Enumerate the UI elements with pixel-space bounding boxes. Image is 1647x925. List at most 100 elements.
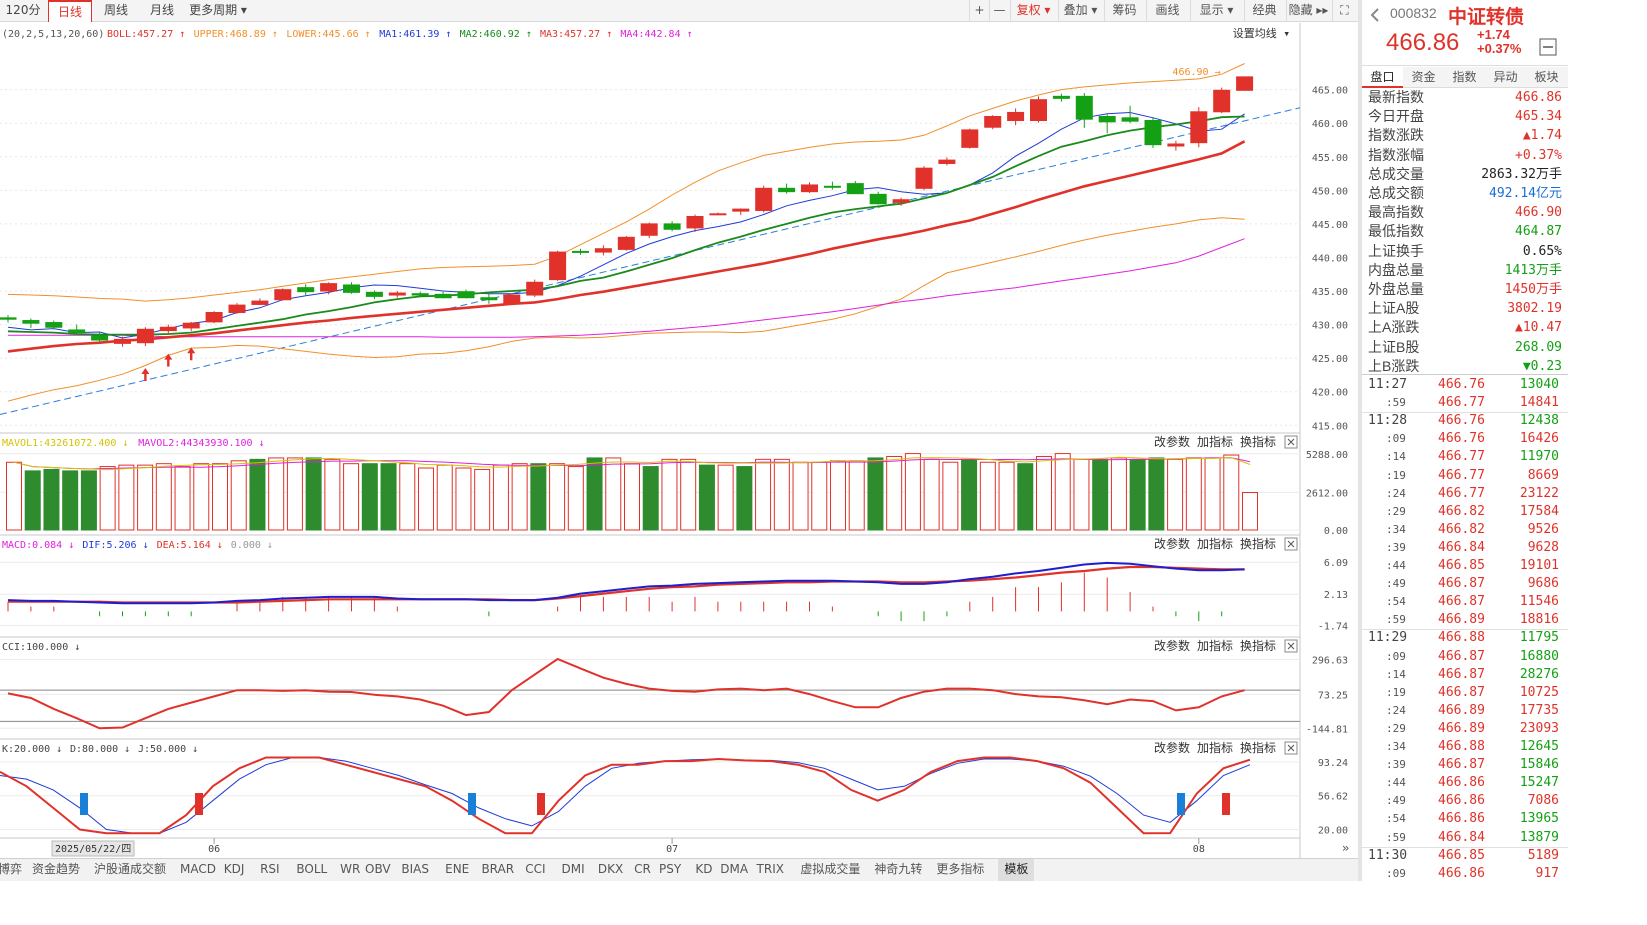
candle[interactable]	[663, 221, 681, 232]
indicator-tab-14[interactable]: DKX	[597, 862, 624, 876]
indicator-tab-17[interactable]: KD	[695, 862, 713, 876]
quote-tab-4[interactable]: 板块	[1534, 70, 1559, 84]
candle[interactable]	[480, 293, 498, 304]
candle[interactable]	[365, 290, 383, 300]
candle[interactable]	[22, 318, 40, 328]
volume-pane-add-button[interactable]: 加指标	[1197, 434, 1233, 449]
period-tab-3[interactable]: 月线	[149, 3, 174, 17]
cci-pane-modify-button[interactable]: 改参数	[1154, 638, 1190, 653]
indicator-tab-1[interactable]: 资金趋势	[32, 862, 81, 876]
candle[interactable]	[572, 248, 589, 255]
quote-tab-3[interactable]: 异动	[1493, 70, 1518, 84]
candle[interactable]	[801, 182, 818, 194]
candle[interactable]	[114, 336, 131, 347]
quote-tab-1[interactable]: 资金	[1411, 70, 1436, 84]
indicator-tab-21[interactable]: 神奇九转	[874, 862, 923, 876]
toolbar-button-1[interactable]: —	[989, 0, 1009, 22]
candle[interactable]	[755, 185, 773, 213]
candle[interactable]	[388, 291, 406, 298]
candle[interactable]	[457, 289, 475, 299]
candle[interactable]	[961, 128, 979, 149]
indicator-tab-23[interactable]: 模板	[998, 859, 1035, 881]
candle[interactable]	[228, 303, 246, 314]
candle[interactable]	[1121, 105, 1139, 124]
candle[interactable]	[182, 321, 200, 332]
candle[interactable]	[846, 180, 864, 195]
indicator-tab-18[interactable]: DMA	[720, 862, 749, 876]
indicator-tab-22[interactable]: 更多指标	[936, 862, 985, 876]
candle[interactable]	[68, 324, 86, 335]
candle[interactable]	[1030, 96, 1047, 123]
period-tab-4[interactable]: 更多周期 ▾	[189, 3, 247, 17]
candle[interactable]	[1236, 76, 1254, 91]
quote-tab-0[interactable]: 盘口	[1362, 67, 1403, 88]
macd-pane-switch-button[interactable]: 换指标	[1240, 536, 1276, 551]
candle[interactable]	[892, 197, 910, 206]
macd-pane-modify-button[interactable]: 改参数	[1154, 536, 1190, 551]
candle[interactable]	[709, 212, 727, 216]
candle[interactable]	[411, 291, 429, 298]
indicator-tab-10[interactable]: ENE	[445, 862, 470, 876]
candle[interactable]	[1075, 92, 1093, 128]
candle[interactable]	[1098, 114, 1116, 134]
toolbar-button-4[interactable]: 筹码	[1104, 0, 1144, 22]
candle[interactable]	[503, 293, 521, 306]
candle[interactable]	[251, 298, 269, 306]
candle[interactable]	[434, 291, 452, 299]
indicator-tab-0[interactable]: 博弈	[0, 862, 23, 876]
kd-pane-modify-button[interactable]: 改参数	[1154, 740, 1190, 755]
indicator-tab-15[interactable]: CR	[634, 862, 651, 876]
kd-pane-switch-button[interactable]: 换指标	[1240, 740, 1276, 755]
chart-canvas[interactable]: 465.00 460.00 455.00 450.00 445.00 440.00 435.…	[0, 0, 1358, 858]
close-icon[interactable]	[1284, 741, 1298, 755]
indicator-tab-5[interactable]: RSI	[260, 862, 280, 876]
candle[interactable]	[869, 191, 887, 205]
toolbar-button-5[interactable]: 画线	[1146, 0, 1188, 22]
indicator-tab-3[interactable]: MACD	[180, 862, 216, 876]
candle[interactable]	[343, 282, 360, 294]
candle[interactable]	[1213, 87, 1231, 114]
indicator-tab-2[interactable]: 沪股通成交额	[94, 862, 167, 876]
indicator-tab-12[interactable]: CCI	[525, 862, 546, 876]
candle[interactable]	[732, 208, 750, 216]
indicator-tab-16[interactable]: PSY	[659, 862, 682, 876]
candle[interactable]	[0, 315, 17, 323]
macd-pane-add-button[interactable]: 加指标	[1197, 536, 1233, 551]
candle[interactable]	[136, 327, 154, 347]
candle[interactable]	[984, 115, 1002, 130]
close-icon[interactable]	[1284, 639, 1298, 653]
toolbar-button-8[interactable]: 隐藏 ▸▸	[1286, 0, 1330, 22]
candle[interactable]	[1167, 140, 1185, 151]
toolbar-button-7[interactable]: 经典	[1244, 0, 1284, 22]
cci-pane-add-button[interactable]: 加指标	[1197, 638, 1233, 653]
indicator-tab-8[interactable]: OBV	[365, 862, 391, 876]
indicator-tab-19[interactable]: TRIX	[756, 862, 784, 876]
chevron-left-icon[interactable]	[1370, 8, 1380, 22]
indicator-tab-11[interactable]: BRAR	[481, 862, 515, 876]
quote-tab-2[interactable]: 指数	[1452, 70, 1477, 84]
toolbar-button-0[interactable]: +	[969, 0, 989, 22]
toolbar-button-3[interactable]: 叠加 ▾	[1058, 0, 1102, 22]
period-tab-2[interactable]: 周线	[103, 3, 128, 17]
indicator-tab-20[interactable]: 虚拟成交量	[800, 862, 861, 876]
close-icon[interactable]	[1284, 537, 1298, 551]
volume-pane-switch-button[interactable]: 换指标	[1240, 434, 1276, 449]
candle[interactable]	[549, 250, 567, 281]
indicator-tab-4[interactable]: KDJ	[223, 862, 245, 876]
candle[interactable]	[1007, 108, 1025, 126]
indicator-tab-9[interactable]: BIAS	[401, 862, 429, 876]
candle[interactable]	[617, 235, 635, 251]
toolbar-button-6[interactable]: 显示 ▾	[1190, 0, 1242, 22]
candle[interactable]	[274, 288, 292, 301]
close-icon[interactable]	[1284, 435, 1298, 449]
candle[interactable]	[297, 284, 315, 296]
ma-settings-button[interactable]: 设置均线 ▾	[1233, 26, 1290, 40]
candle[interactable]	[526, 279, 544, 298]
toolbar-button-9[interactable]: ⛶	[1332, 0, 1356, 22]
candle[interactable]	[45, 320, 63, 330]
candle[interactable]	[915, 166, 933, 191]
candle[interactable]	[594, 245, 612, 256]
kd-pane-add-button[interactable]: 加指标	[1197, 740, 1233, 755]
indicator-tab-13[interactable]: DMI	[561, 862, 585, 876]
